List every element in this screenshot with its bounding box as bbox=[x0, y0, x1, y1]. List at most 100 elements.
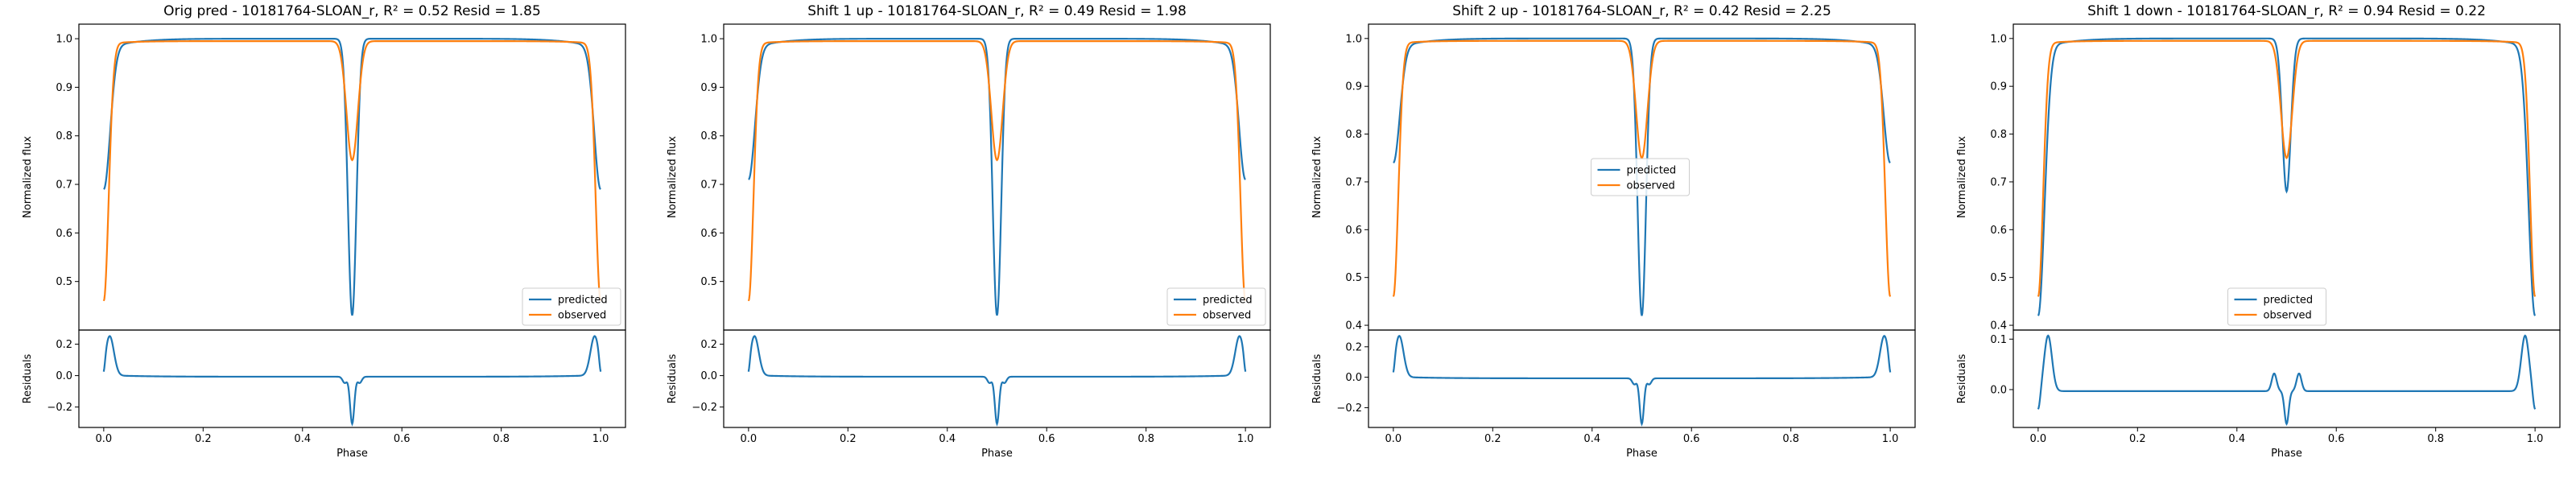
xtick-label: 0.4 bbox=[939, 433, 956, 445]
chart-panel-2: Shift 1 up - 10181764-SLOAN_r, R² = 0.49… bbox=[667, 3, 1271, 460]
bottom-axes-frame bbox=[723, 329, 1271, 428]
xtick-label: 0.8 bbox=[1782, 433, 1799, 445]
bottom-ytick-label: −0.2 bbox=[691, 402, 717, 414]
bottom-ytick-label: −0.2 bbox=[47, 402, 72, 414]
bottom-ytick-label: 0.0 bbox=[700, 370, 717, 382]
legend-label-predicted: predicted bbox=[2264, 295, 2314, 307]
xtick-label: 0.8 bbox=[493, 433, 510, 445]
xtick-label: 0.2 bbox=[2129, 433, 2146, 445]
chart-title: Shift 1 down - 10181764-SLOAN_r, R² = 0.… bbox=[2087, 3, 2486, 19]
top-y-axis-label: Normalized flux bbox=[22, 136, 34, 218]
top-ytick-label: 0.9 bbox=[1990, 81, 2007, 93]
top-ytick-label: 0.9 bbox=[700, 82, 717, 94]
bottom-y-axis-label: Residuals bbox=[1311, 353, 1323, 403]
legend: predicted observed bbox=[522, 287, 621, 326]
xtick-label: 0.2 bbox=[840, 433, 857, 445]
top-ytick-label: 1.0 bbox=[56, 34, 72, 46]
residuals-series-line bbox=[1392, 335, 1892, 427]
bottom-ytick-label: 0.2 bbox=[700, 339, 717, 351]
bottom-axes-frame bbox=[1368, 329, 1916, 428]
bottom-ytick-label: 0.0 bbox=[56, 370, 72, 382]
bottom-axes-frame bbox=[2013, 329, 2561, 428]
legend: predicted observed bbox=[1166, 287, 1266, 326]
top-ytick-label: 0.7 bbox=[1345, 176, 1362, 188]
xtick-label: 0.6 bbox=[2328, 433, 2345, 445]
legend-label-predicted: predicted bbox=[558, 295, 608, 307]
observed-series-line bbox=[2037, 39, 2537, 297]
xtick-label: 0.4 bbox=[294, 433, 311, 445]
legend-label-observed: observed bbox=[1203, 310, 1251, 322]
top-ytick-label: 1.0 bbox=[1990, 33, 2007, 45]
top-ytick-label: 0.7 bbox=[56, 180, 72, 192]
bottom-ytick-label: 0.0 bbox=[1345, 372, 1362, 384]
predicted-series-line bbox=[2037, 37, 2537, 316]
top-ytick-label: 0.8 bbox=[56, 130, 72, 142]
predicted-series-line bbox=[1393, 37, 1891, 316]
xtick-label: 0.4 bbox=[2228, 433, 2245, 445]
xtick-label: 0.0 bbox=[2030, 433, 2047, 445]
top-ytick-label: 0.6 bbox=[1345, 225, 1362, 237]
xtick-label: 0.0 bbox=[96, 433, 113, 445]
bottom-y-axis-label: Residuals bbox=[22, 353, 34, 403]
predicted-series-line bbox=[103, 38, 601, 316]
xtick-label: 1.0 bbox=[592, 433, 609, 445]
bottom-ytick-label: −0.2 bbox=[1336, 402, 1362, 415]
chart-panel-1: Orig pred - 10181764-SLOAN_r, R² = 0.52 … bbox=[22, 3, 626, 460]
x-axis-label: Phase bbox=[336, 448, 368, 460]
top-ytick-label: 0.9 bbox=[1345, 81, 1362, 93]
top-axes-frame bbox=[78, 23, 626, 331]
xtick-label: 0.2 bbox=[1484, 433, 1501, 445]
bottom-y-axis-label: Residuals bbox=[667, 353, 679, 403]
bottom-ytick-label: 0.2 bbox=[56, 339, 72, 351]
legend-label-observed: observed bbox=[1627, 180, 1675, 192]
xtick-label: 0.0 bbox=[741, 433, 758, 445]
top-y-axis-label: Normalized flux bbox=[1956, 136, 1968, 218]
top-ytick-label: 0.9 bbox=[56, 82, 72, 94]
top-axes-frame bbox=[723, 23, 1271, 331]
residuals-series-line bbox=[2037, 334, 2537, 427]
bottom-ytick-label: 0.2 bbox=[1345, 341, 1362, 353]
xtick-label: 0.8 bbox=[1137, 433, 1154, 445]
top-ytick-label: 0.5 bbox=[1345, 272, 1362, 284]
legend: predicted observed bbox=[2227, 287, 2326, 326]
top-ytick-label: 0.5 bbox=[700, 276, 717, 288]
xtick-label: 0.2 bbox=[195, 433, 212, 445]
legend-box bbox=[1591, 158, 1690, 196]
bottom-ytick-label: 0.0 bbox=[1990, 384, 2007, 396]
bottom-y-axis-label: Residuals bbox=[1956, 353, 1968, 403]
residuals-series-line bbox=[747, 335, 1247, 427]
xtick-label: 1.0 bbox=[2527, 433, 2544, 445]
x-axis-label: Phase bbox=[1626, 448, 1657, 460]
chart-title: Orig pred - 10181764-SLOAN_r, R² = 0.52 … bbox=[163, 3, 541, 19]
residuals-series-line bbox=[102, 335, 602, 427]
chart-panel-4: Shift 1 down - 10181764-SLOAN_r, R² = 0.… bbox=[1956, 3, 2561, 460]
x-axis-label: Phase bbox=[981, 448, 1013, 460]
legend-box bbox=[2227, 287, 2326, 326]
chart-panel-3: Shift 2 up - 10181764-SLOAN_r, R² = 0.42… bbox=[1311, 3, 1916, 460]
bottom-ytick-label: 0.1 bbox=[1990, 334, 2007, 346]
observed-series-line bbox=[102, 40, 602, 302]
top-y-axis-label: Normalized flux bbox=[1311, 136, 1323, 218]
top-ytick-label: 0.8 bbox=[700, 130, 717, 142]
observed-series-line bbox=[747, 40, 1247, 302]
xtick-label: 0.0 bbox=[1385, 433, 1402, 445]
legend-label-predicted: predicted bbox=[1627, 165, 1677, 177]
chart-title: Shift 1 up - 10181764-SLOAN_r, R² = 0.49… bbox=[807, 3, 1187, 19]
top-ytick-label: 0.6 bbox=[700, 228, 717, 240]
top-ytick-label: 1.0 bbox=[700, 34, 717, 46]
x-axis-label: Phase bbox=[2271, 448, 2302, 460]
top-ytick-label: 1.0 bbox=[1345, 33, 1362, 45]
top-ytick-label: 0.5 bbox=[1990, 272, 2007, 284]
xtick-label: 0.8 bbox=[2427, 433, 2444, 445]
top-ytick-label: 0.8 bbox=[1990, 129, 2007, 141]
chart-title: Shift 2 up - 10181764-SLOAN_r, R² = 0.42… bbox=[1452, 3, 1831, 19]
top-axes-frame bbox=[2013, 23, 2561, 331]
bottom-axes-frame bbox=[78, 329, 626, 428]
top-ytick-label: 0.7 bbox=[700, 180, 717, 192]
xtick-label: 1.0 bbox=[1882, 433, 1899, 445]
top-ytick-label: 0.6 bbox=[56, 228, 72, 240]
top-ytick-label: 0.7 bbox=[1990, 176, 2007, 188]
legend-box bbox=[1166, 287, 1266, 326]
top-ytick-label: 0.4 bbox=[1990, 320, 2007, 332]
top-ytick-label: 0.4 bbox=[1345, 320, 1362, 332]
